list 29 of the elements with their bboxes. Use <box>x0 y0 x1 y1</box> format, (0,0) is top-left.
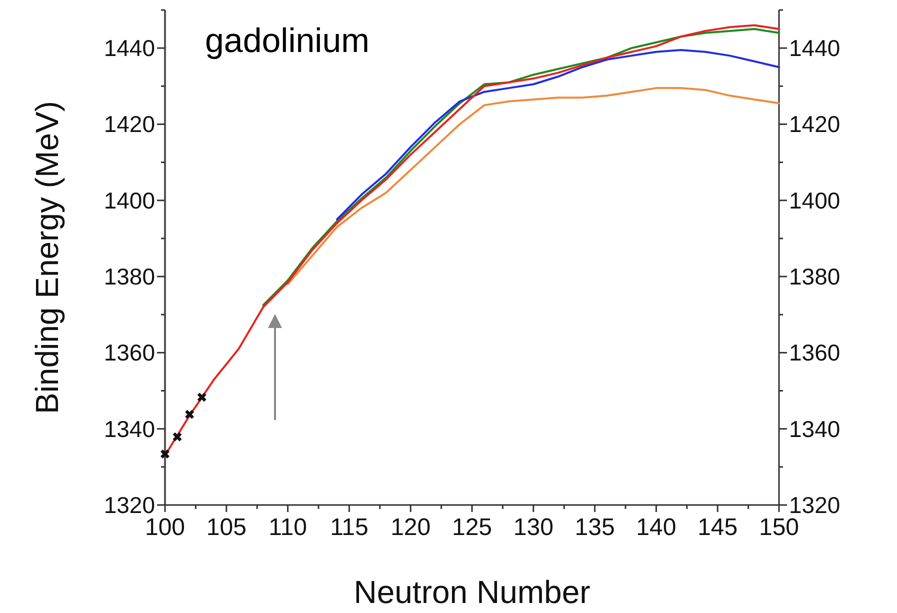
x-tick-label: 125 <box>452 514 492 541</box>
y-tick-label: 1340 <box>104 416 155 442</box>
x-tick-label: 120 <box>390 514 431 541</box>
point <box>160 450 170 458</box>
point <box>172 432 182 442</box>
x-tick-label: 105 <box>206 514 246 541</box>
y2-tick-label: 1420 <box>789 111 840 138</box>
y-tick-label: 1420 <box>104 111 155 138</box>
y2-tick-label: 1400 <box>789 187 840 214</box>
y-tick-label: 1440 <box>104 35 155 62</box>
x-tick-label: 115 <box>330 514 368 541</box>
y2-tick-label: 1360 <box>789 340 840 366</box>
point <box>197 392 206 402</box>
y2-tick-label: 1340 <box>789 416 840 442</box>
x-axis-title: Neutron Number <box>354 574 591 610</box>
x-tick-label: 130 <box>513 514 554 541</box>
y-tick-label: 1360 <box>104 340 155 366</box>
annotation: gadolinium <box>205 22 370 60</box>
y-axis-title: Binding Energy (MeV) <box>29 100 65 414</box>
y2-tick-label: 1380 <box>789 264 840 290</box>
point <box>185 410 194 419</box>
line-series <box>286 87 780 286</box>
y2-tick-label: 1440 <box>789 35 840 62</box>
y-tick-label: 1380 <box>104 264 155 290</box>
x-tick-label: 135 <box>574 514 615 541</box>
y-tick-label: 1400 <box>104 187 155 214</box>
x-tick-label: 140 <box>636 514 676 541</box>
x-tick-label: 145 <box>698 514 738 541</box>
x-tick-label: 110 <box>268 514 307 541</box>
